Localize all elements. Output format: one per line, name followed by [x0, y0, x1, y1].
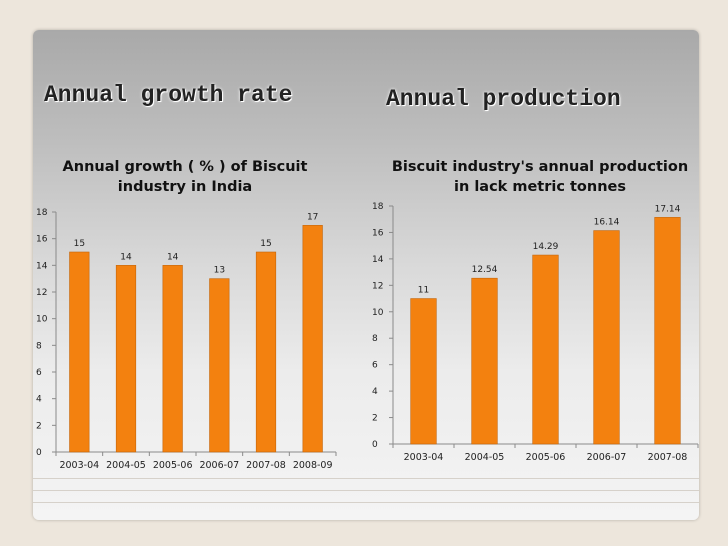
y-tick-label: 8: [36, 341, 42, 351]
y-tick-label: 14: [36, 261, 48, 271]
divider-line: [33, 478, 699, 479]
bar-2007-08: [255, 251, 277, 453]
y-tick-label: 14: [372, 255, 384, 265]
bar-2006-07: [593, 230, 620, 445]
category-label: 2004-05: [106, 460, 146, 471]
data-label: 12.54: [472, 265, 498, 275]
data-label: 14: [120, 252, 132, 262]
y-tick-label: 4: [372, 387, 378, 397]
divider-line: [33, 490, 699, 491]
bar-2004-05: [115, 265, 137, 453]
y-tick-label: 2: [372, 414, 378, 424]
category-label: 2007-08: [648, 452, 688, 463]
chart-1-title: Annual growth ( % ) of Biscuit industry …: [40, 157, 330, 197]
y-tick-label: 18: [372, 202, 384, 212]
bar-2003-04: [410, 298, 437, 445]
bar-2004-05: [471, 277, 498, 445]
y-tick-label: 10: [36, 315, 48, 325]
bar-2005-06: [532, 254, 559, 445]
bar-2006-07: [209, 278, 230, 453]
data-label: 14: [167, 252, 179, 262]
heading-production: Annual production: [386, 86, 621, 112]
chart-1-title-line2: industry in India: [117, 179, 253, 195]
y-tick-label: 0: [36, 448, 42, 458]
y-tick-label: 6: [372, 361, 378, 371]
data-label: 13: [214, 266, 225, 276]
data-label: 17.14: [655, 204, 681, 214]
divider-line: [33, 502, 699, 503]
bar-2005-06: [162, 265, 183, 453]
data-label: 14.29: [533, 242, 559, 252]
slide-background: [33, 30, 699, 520]
y-tick-label: 0: [372, 440, 378, 450]
y-tick-label: 2: [36, 421, 42, 431]
y-tick-label: 16: [372, 228, 384, 238]
category-label: 2006-07: [199, 460, 239, 471]
bar-2007-08: [654, 217, 681, 445]
y-tick-label: 16: [36, 235, 48, 245]
data-label: 11: [418, 286, 429, 296]
data-label: 15: [260, 239, 271, 249]
category-label: 2004-05: [465, 452, 505, 463]
y-tick-label: 12: [36, 288, 47, 298]
chart-2-title-line2: in lack metric tonnes: [453, 179, 627, 195]
chart-1-title-line1: Annual growth ( % ) of Biscuit: [62, 159, 308, 175]
category-label: 2006-07: [587, 452, 627, 463]
y-tick-label: 6: [36, 368, 42, 378]
category-label: 2008-09: [293, 460, 333, 471]
data-label: 15: [74, 239, 85, 249]
data-label: 16.14: [594, 218, 620, 228]
bar-2008-09: [302, 225, 323, 453]
y-tick-label: 4: [36, 395, 42, 405]
data-label: 17: [307, 212, 318, 222]
category-label: 2005-06: [153, 460, 193, 471]
y-tick-label: 18: [36, 208, 48, 218]
chart-2-title-line1: Biscuit industry's annual production: [391, 159, 689, 175]
y-tick-label: 8: [372, 334, 378, 344]
category-label: 2007-08: [246, 460, 286, 471]
bar-2003-04: [69, 251, 90, 453]
category-label: 2003-04: [404, 452, 444, 463]
category-label: 2003-04: [59, 460, 99, 471]
y-tick-label: 12: [372, 281, 383, 291]
chart-2-title: Biscuit industry's annual production in …: [385, 157, 695, 197]
y-tick-label: 10: [372, 308, 384, 318]
heading-growth-rate: Annual growth rate: [44, 82, 293, 108]
category-label: 2005-06: [526, 452, 566, 463]
